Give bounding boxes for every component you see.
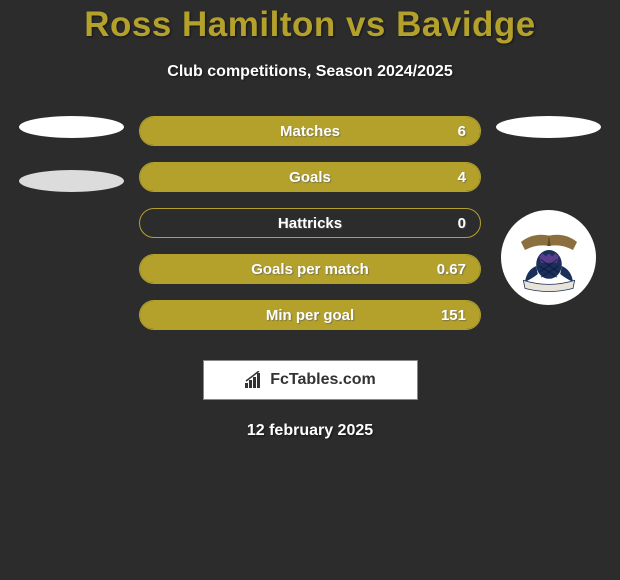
footer-logo: FcTables.com	[244, 371, 376, 389]
page-title: Ross Hamilton vs Bavidge	[0, 5, 620, 45]
stat-bar-min-per-goal: Min per goal 151	[139, 300, 481, 330]
date-text: 12 february 2025	[0, 422, 620, 440]
stat-label: Hattricks	[278, 215, 342, 232]
stat-label: Goals per match	[251, 261, 369, 278]
player-placeholder-ellipse	[19, 170, 124, 192]
stat-bar-matches: Matches 6	[139, 116, 481, 146]
stat-label: Min per goal	[266, 307, 354, 324]
stat-value: 6	[458, 123, 466, 140]
stat-label: Matches	[280, 123, 340, 140]
stat-bar-goals: Goals 4	[139, 162, 481, 192]
stat-value: 0.67	[437, 261, 466, 278]
content-row: Matches 6 Goals 4 Hattricks 0 Goals per …	[0, 116, 620, 330]
right-player-column	[496, 116, 601, 305]
player-placeholder-ellipse	[496, 116, 601, 138]
bar-chart-icon	[244, 371, 264, 389]
stat-value: 0	[458, 215, 466, 232]
subtitle: Club competitions, Season 2024/2025	[0, 63, 620, 81]
club-badge-icon	[509, 218, 589, 298]
left-player-column	[19, 116, 124, 224]
comparison-container: Ross Hamilton vs Bavidge Club competitio…	[0, 0, 620, 440]
club-badge	[501, 210, 596, 305]
stat-value: 151	[441, 307, 466, 324]
stat-value: 4	[458, 169, 466, 186]
stat-bars: Matches 6 Goals 4 Hattricks 0 Goals per …	[139, 116, 481, 330]
footer-label: FcTables.com	[270, 371, 376, 389]
footer-attribution-box[interactable]: FcTables.com	[203, 360, 418, 400]
stat-label: Goals	[289, 169, 331, 186]
stat-bar-hattricks: Hattricks 0	[139, 208, 481, 238]
stat-bar-goals-per-match: Goals per match 0.67	[139, 254, 481, 284]
player-placeholder-ellipse	[19, 116, 124, 138]
